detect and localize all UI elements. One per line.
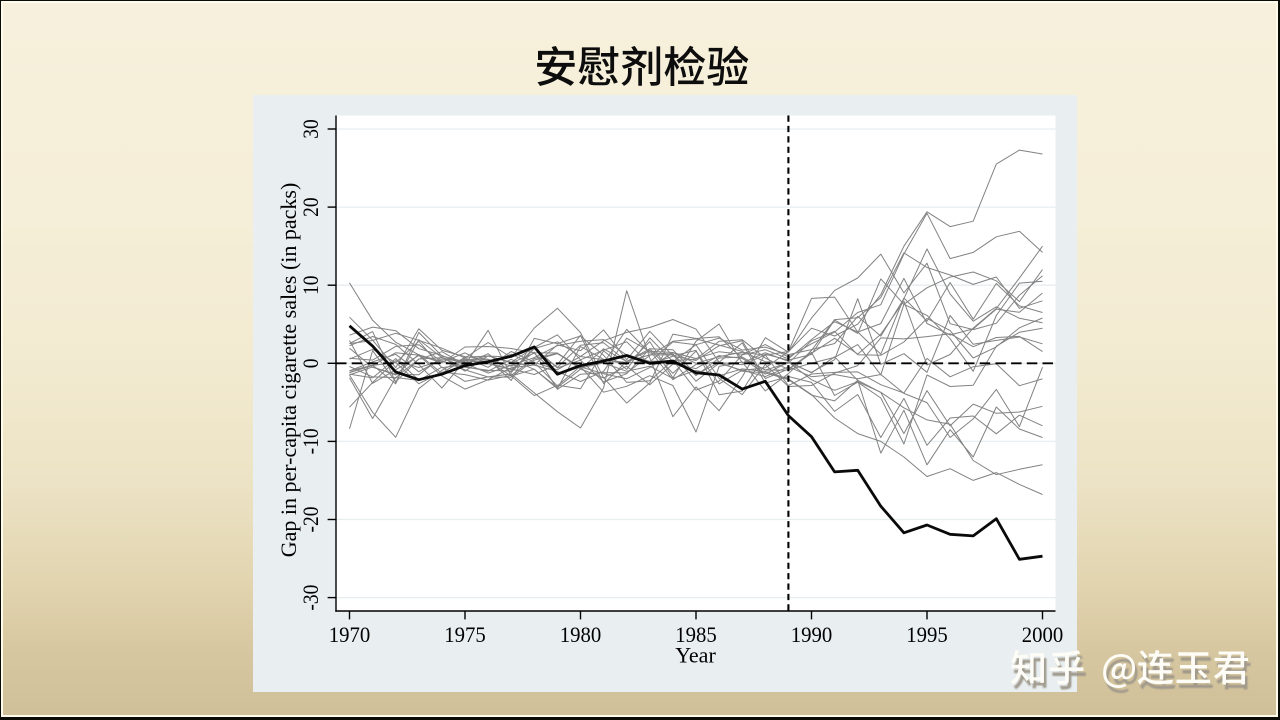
svg-text:1975: 1975 xyxy=(444,622,486,647)
svg-text:30: 30 xyxy=(298,119,323,139)
svg-text:2000: 2000 xyxy=(1022,622,1064,647)
svg-text:Year: Year xyxy=(675,643,716,668)
svg-text:1995: 1995 xyxy=(906,622,948,647)
svg-text:20: 20 xyxy=(298,197,323,217)
svg-text:10: 10 xyxy=(298,275,323,295)
svg-text:-30: -30 xyxy=(298,585,323,611)
svg-text:1990: 1990 xyxy=(791,622,833,647)
svg-text:1985: 1985 xyxy=(675,622,717,647)
svg-text:0: 0 xyxy=(298,358,323,368)
svg-text:1980: 1980 xyxy=(560,622,602,647)
svg-text:-10: -10 xyxy=(298,428,323,454)
svg-text:-20: -20 xyxy=(298,507,323,533)
svg-text:Gap in per-capita cigarette sa: Gap in per-capita cigarette sales (in pa… xyxy=(276,183,301,558)
svg-text:1970: 1970 xyxy=(329,622,371,647)
